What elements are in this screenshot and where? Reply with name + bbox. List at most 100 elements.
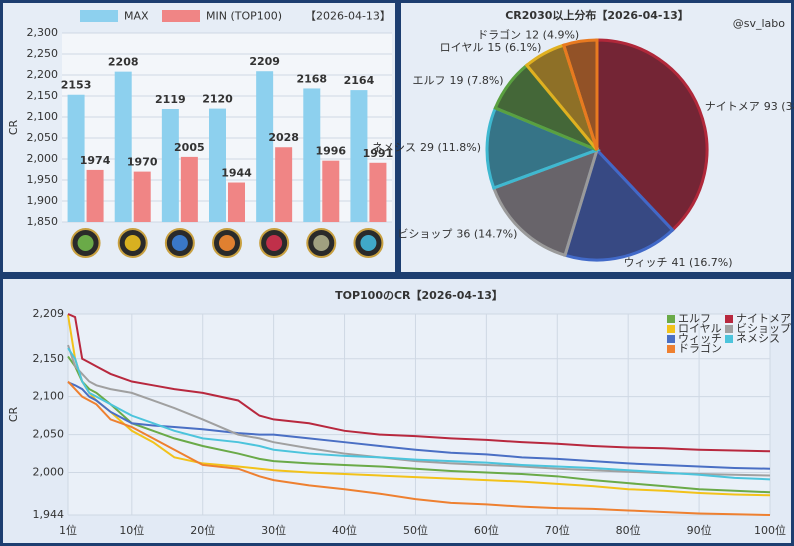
legend-swatch: [725, 315, 733, 323]
value-label: 1974: [80, 154, 111, 167]
line: [67, 380, 771, 516]
legend-label: エルフ: [678, 312, 711, 325]
bar: [67, 94, 85, 222]
legend-swatch: [667, 315, 675, 323]
y-tick-label: 2,100: [33, 390, 65, 403]
y-tick-label: 2,050: [27, 131, 59, 144]
legend-swatch: [80, 10, 118, 22]
y-tick-label: 2,150: [27, 89, 59, 102]
y-tick-label: 1,850: [27, 215, 59, 228]
bar: [350, 90, 368, 223]
legend-swatch: [725, 325, 733, 333]
y-tick-label: 2,000: [27, 152, 59, 165]
pie-label: ウィッチ 41 (16.7%): [624, 256, 733, 269]
pie-label-value: 29 (11.8%): [420, 141, 481, 154]
bar: [114, 71, 132, 222]
x-tick-label: 100位: [754, 523, 786, 537]
x-tick-label: 90位: [687, 523, 712, 537]
legend-label: ビショップ: [736, 322, 791, 335]
legend-label: ドラゴン: [678, 341, 722, 355]
value-label: 2005: [174, 141, 205, 154]
legend-label: ウィッチ: [678, 332, 722, 345]
bar: [161, 109, 179, 222]
pie-slice: [595, 38, 709, 233]
bar: [322, 160, 340, 222]
pie-label: ドラゴン 12 (4.9%): [477, 27, 579, 41]
legend-label: MAX: [124, 10, 149, 23]
x-tick-label: 1位: [59, 523, 77, 537]
bar: [303, 88, 321, 222]
pie-label-value: 93 (38.0%): [764, 100, 794, 113]
y-tick-label: 2,300: [27, 26, 59, 39]
pie-slice: [561, 38, 599, 151]
pie-label-value: 36 (14.7%): [456, 227, 517, 240]
class-icon-core: [266, 235, 283, 251]
class-icon-core: [313, 235, 330, 251]
x-tick-label: 60位: [474, 523, 499, 537]
watermark: @sv_labo: [733, 17, 786, 30]
legend-swatch: [667, 335, 675, 343]
pie-label-value: 12 (4.9%): [525, 28, 579, 41]
value-label: 2028: [268, 131, 299, 144]
legend-label: ネメシス: [736, 332, 780, 345]
legend-label: ナイトメア: [736, 312, 791, 325]
chart-title: CR2030以上分布【2026-04-13】: [505, 8, 689, 22]
class-icon-core: [124, 235, 141, 251]
pie-label: エルフ 19 (7.8%): [413, 74, 504, 87]
pie-label: ロイヤル 15 (6.1%): [440, 41, 542, 54]
subtitle: 【2026-04-13】: [305, 10, 391, 23]
pie-label-name: ビショップ: [397, 227, 452, 240]
value-label: 2208: [108, 56, 139, 69]
value-label: 2153: [61, 79, 92, 92]
pie-label: ビショップ 36 (14.7%): [397, 227, 517, 240]
y-axis-label: CR: [7, 406, 20, 422]
value-label: 2209: [249, 55, 280, 68]
y-tick-label: 2,209: [33, 307, 65, 320]
pie-label-value: 15 (6.1%): [487, 41, 541, 54]
bar: [228, 182, 245, 222]
line: [67, 381, 771, 470]
class-icon-core: [77, 235, 94, 251]
pie-label-value: 19 (7.8%): [450, 74, 504, 87]
pie-label-name: ドラゴン: [477, 27, 521, 41]
pie-label-name: ナイトメア: [705, 100, 760, 113]
bar: [369, 162, 387, 222]
value-label: 2120: [202, 93, 233, 106]
legend-swatch: [725, 335, 733, 343]
pie-label-name: ネメシス: [372, 141, 416, 154]
class-icon-core: [171, 235, 188, 251]
x-tick-label: 80位: [616, 523, 641, 537]
x-tick-label: 50位: [403, 523, 428, 537]
y-tick-label: 2,150: [33, 352, 65, 365]
bar: [133, 171, 151, 222]
value-label: 1970: [127, 156, 158, 169]
bar: [256, 71, 274, 222]
bar: [86, 169, 104, 222]
value-label: 2164: [344, 74, 375, 87]
x-tick-label: 40位: [332, 523, 357, 537]
plot-area: [68, 314, 770, 515]
pie-label-name: ロイヤル: [440, 41, 484, 54]
x-tick-label: 30位: [261, 523, 286, 537]
value-label: 1944: [221, 167, 252, 180]
y-tick-label: 1,900: [27, 194, 59, 207]
y-tick-label: 2,050: [33, 428, 65, 441]
chart-title: TOP100のCR【2026-04-13】: [335, 289, 503, 302]
x-tick-label: 20位: [190, 523, 215, 537]
legend-swatch: [667, 345, 675, 353]
legend-label: MIN (TOP100): [206, 10, 282, 23]
pie-slice: [485, 106, 602, 190]
y-tick-label: 2,100: [27, 110, 59, 123]
class-icon-core: [360, 235, 377, 251]
line: [67, 355, 771, 494]
legend-label: ロイヤル: [678, 322, 722, 335]
y-tick-label: 2,250: [27, 47, 59, 60]
y-axis-label: CR: [7, 119, 20, 135]
class-icon-core: [219, 235, 235, 251]
pie-slice: [491, 147, 600, 258]
x-tick-label: 70位: [545, 523, 570, 537]
pie-label: ナイトメア 93 (38.0%): [705, 100, 794, 113]
pie-label: ネメシス 29 (11.8%): [372, 141, 481, 154]
legend-swatch: [667, 325, 675, 333]
